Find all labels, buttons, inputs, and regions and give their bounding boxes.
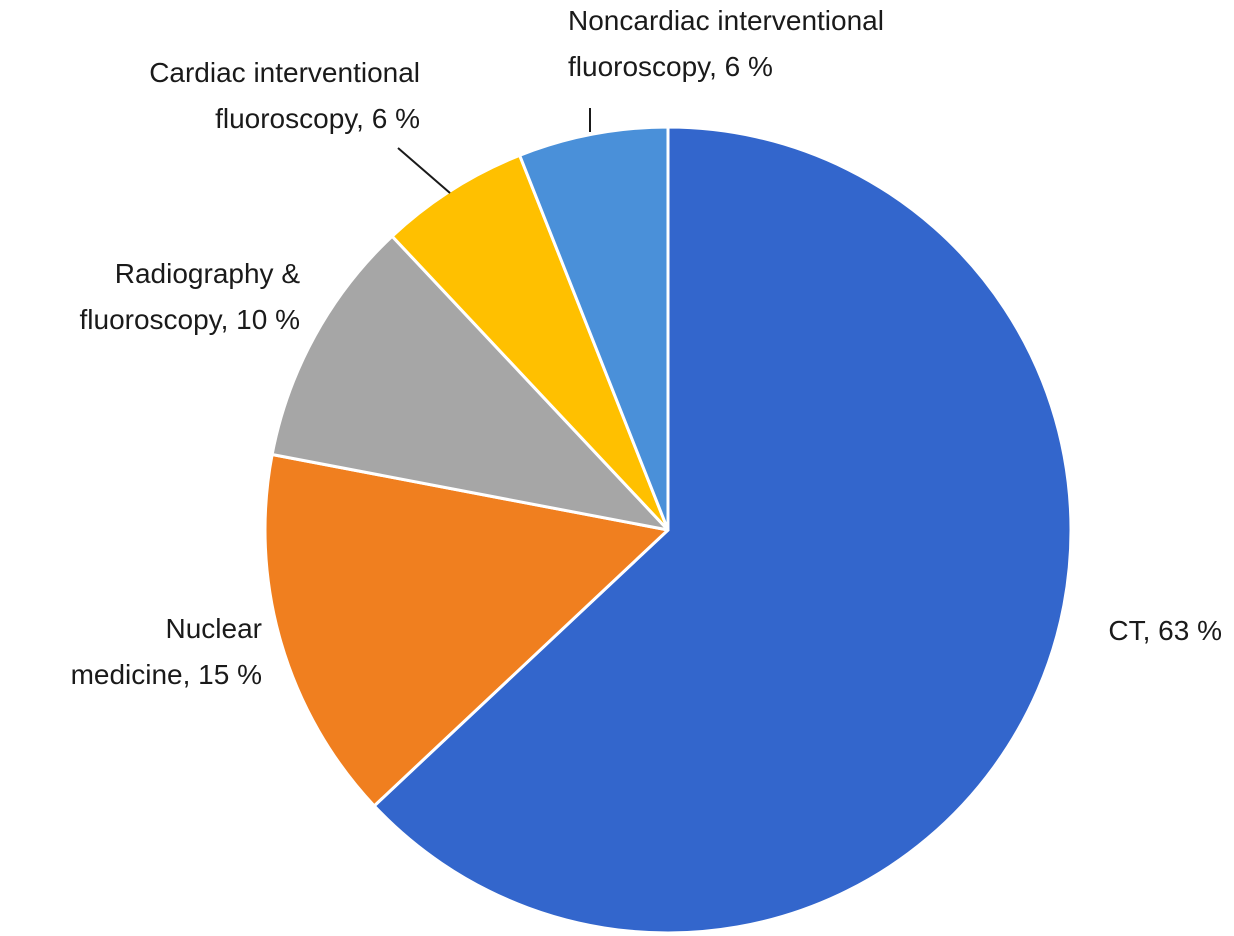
slice-labels: CT, 63 % Nuclear medicine, 15 % Radiography… (71, 5, 1222, 690)
pie-slice-cardiac-interventional-fluoroscopy (390, 153, 670, 532)
pie-slices (263, 125, 1073, 935)
slice-label-line: Radiography & (115, 258, 301, 289)
pie-slice-radiography-fluoroscopy (270, 234, 670, 532)
pie-slice-noncardiac-interventional-fluoroscopy (518, 125, 670, 532)
slice-label-line: CT, 63 % (1108, 615, 1222, 646)
slice-label-line: Cardiac interventional (149, 57, 420, 88)
slice-label-radiography-fluoroscopy: Radiography & fluoroscopy, 10 % (80, 258, 301, 335)
slice-label-cardiac-interventional-fluoroscopy: Cardiac interventional fluoroscopy, 6 % (149, 57, 420, 134)
slice-label-line: fluoroscopy, 6 % (215, 103, 420, 134)
leader-line (397, 147, 451, 194)
slice-label-line: medicine, 15 % (71, 659, 262, 690)
slice-label-line: Noncardiac interventional (568, 5, 884, 36)
slice-label-nuclear-medicine: Nuclear medicine, 15 % (71, 613, 262, 690)
slice-label-noncardiac-interventional-fluoroscopy: Noncardiac interventional fluoroscopy, 6 … (568, 5, 884, 82)
slice-label-line: Nuclear (166, 613, 262, 644)
pie-slice-nuclear-medicine (263, 452, 670, 808)
slice-label-ct: CT, 63 % (1108, 615, 1222, 646)
slice-label-line: fluoroscopy, 10 % (80, 304, 301, 335)
pie-slice-ct (372, 125, 1073, 935)
slice-label-line: fluoroscopy, 6 % (568, 51, 773, 82)
leader-lines (397, 108, 591, 194)
